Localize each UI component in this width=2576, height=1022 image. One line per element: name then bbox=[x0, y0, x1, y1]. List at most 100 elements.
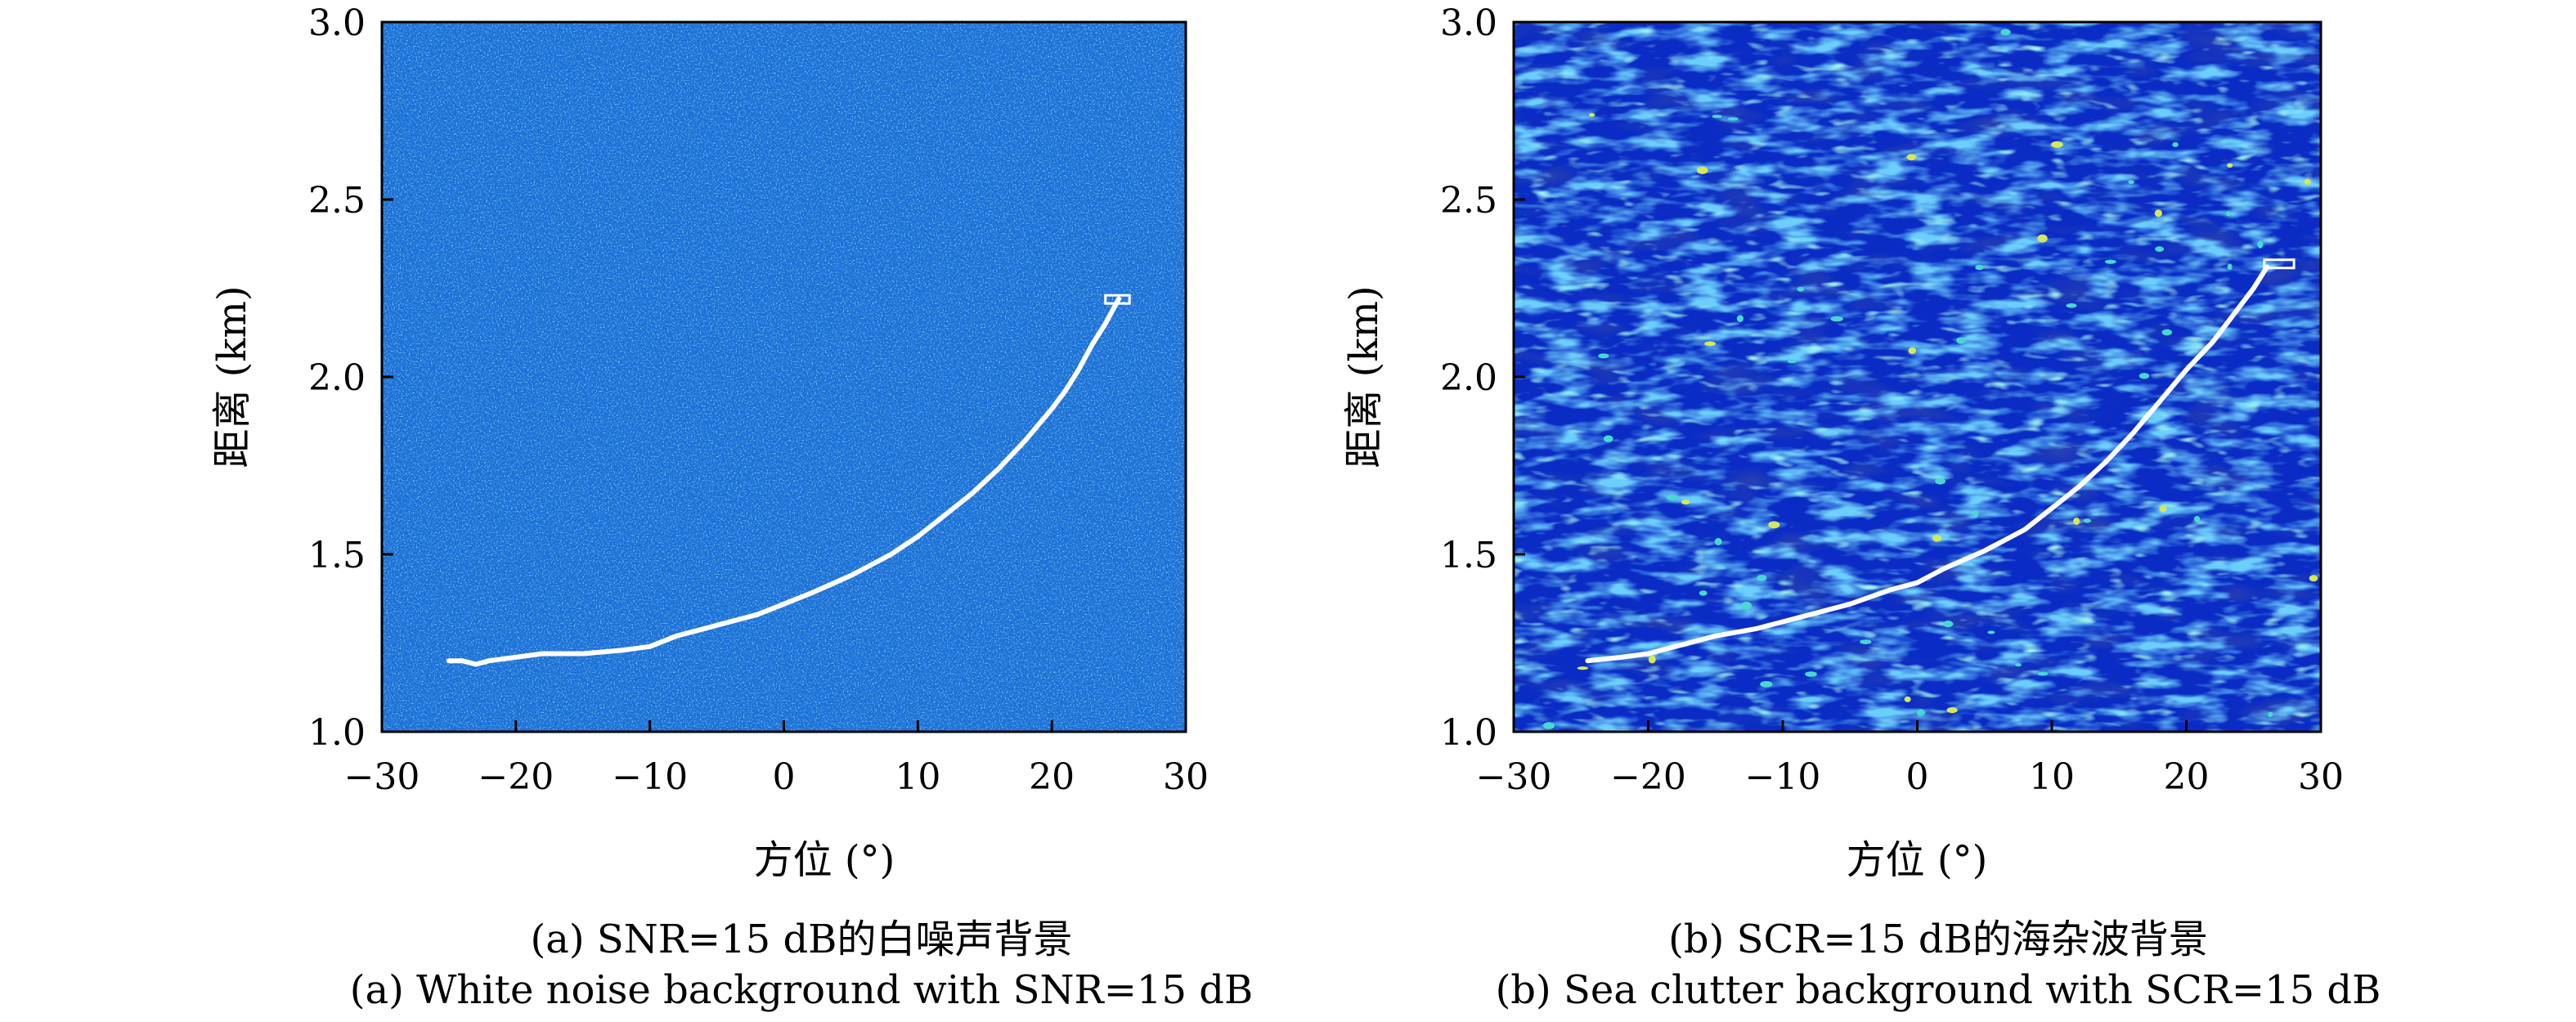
clutter-peak bbox=[1768, 521, 1780, 529]
clutter-peak bbox=[1598, 353, 1609, 359]
clutter-peak bbox=[2066, 303, 2077, 308]
clutter-peak bbox=[1712, 114, 1722, 119]
target-track-a bbox=[446, 296, 1122, 667]
axis-ticks-a: −30 −20 −10 0 10 20 30 1.0 1.5 2.0 2.5 3.0 bbox=[308, 2, 1209, 798]
sea-clutter-background bbox=[1514, 22, 2321, 732]
clutter-peak bbox=[1577, 666, 1589, 670]
x-axis-label-a: 方位 (°) bbox=[754, 837, 895, 883]
clutter-peak bbox=[1860, 639, 1872, 644]
y-axis-label-b: 距离 (km) bbox=[1341, 285, 1387, 468]
y-tick-label: 1.5 bbox=[1440, 535, 1497, 576]
caption-b-en: (b) Sea clutter background with SCR=15 d… bbox=[1495, 967, 2381, 1013]
clutter-peak bbox=[1757, 575, 1767, 581]
target-box-b bbox=[2263, 258, 2296, 270]
axis-ticks-b: −30 −20 −10 0 10 20 30 1.0 1.5 2.0 2.5 3.0 bbox=[1440, 2, 2344, 798]
y-tick-label: 2.5 bbox=[308, 180, 366, 222]
clutter-peak bbox=[1797, 286, 1805, 292]
y-tick-label: 3.0 bbox=[308, 2, 366, 44]
clutter-peak bbox=[2225, 211, 2232, 217]
y-tick-label: 2.0 bbox=[308, 357, 366, 399]
clutter-peak bbox=[1543, 722, 1555, 729]
chart-panel-b: −30 −20 −10 0 10 20 30 1.0 1.5 2.0 2.5 3.0 方位 (°) 距… bbox=[1341, 2, 2344, 883]
y-axis-label-a: 距离 (km) bbox=[209, 285, 255, 468]
x-tick-label: −20 bbox=[478, 756, 554, 798]
clutter-peak bbox=[2073, 518, 2080, 525]
clutter-peak bbox=[1681, 500, 1690, 505]
clutter-peak bbox=[1648, 655, 1656, 664]
x-axis-label-b: 方位 (°) bbox=[1847, 837, 1988, 883]
x-tick-label: 20 bbox=[1029, 756, 1075, 798]
clutter-peak bbox=[1908, 347, 1917, 354]
clutter-peak bbox=[1972, 509, 1979, 518]
clutter-peak bbox=[1906, 154, 1917, 161]
clutter-peak bbox=[1714, 538, 1722, 545]
clutter-peak bbox=[2227, 163, 2233, 168]
y-tick-label: 1.5 bbox=[308, 535, 366, 576]
x-tick-label: 10 bbox=[895, 756, 940, 798]
clutter-peak bbox=[2138, 373, 2150, 379]
clutter-peak bbox=[2051, 141, 2063, 148]
x-tick-label: 20 bbox=[2164, 756, 2210, 798]
y-tick-label: 3.0 bbox=[1440, 2, 1497, 44]
x-tick-label: 30 bbox=[2298, 756, 2344, 798]
clutter-peak bbox=[2172, 141, 2179, 147]
caption-a-en: (a) White noise background with SNR=15 d… bbox=[349, 967, 1254, 1013]
clutter-peak bbox=[1604, 435, 1613, 442]
x-tick-label: 30 bbox=[1163, 756, 1209, 798]
x-tick-label: 10 bbox=[2029, 756, 2075, 798]
caption-b-zh: (b) SCR=15 dB的海杂波背景 bbox=[1668, 917, 2208, 962]
caption-a: (a) SNR=15 dB的白噪声背景 (a) White noise back… bbox=[311, 914, 1292, 1015]
clutter-peak bbox=[1696, 166, 1708, 174]
clutter-peak bbox=[1805, 671, 1817, 677]
clutter-peak bbox=[2037, 234, 2048, 243]
clutter-peak bbox=[1830, 316, 1843, 322]
target-track-b bbox=[1585, 264, 2270, 664]
y-tick-label: 1.0 bbox=[308, 712, 366, 754]
caption-a-zh: (a) SNR=15 dB的白噪声背景 bbox=[530, 917, 1073, 962]
clutter-peak bbox=[2015, 663, 2022, 667]
clutter-peak bbox=[1932, 535, 1942, 542]
x-tick-label: 0 bbox=[773, 756, 796, 798]
y-tick-label: 1.0 bbox=[1440, 712, 1497, 754]
clutter-peak bbox=[1975, 264, 1984, 271]
clutter-peak bbox=[2154, 209, 2162, 217]
clutter-peak bbox=[2227, 263, 2233, 271]
clutter-peak bbox=[1589, 113, 1595, 118]
clutter-peak bbox=[1946, 707, 1958, 714]
clutter-peak bbox=[2257, 240, 2264, 249]
clutter-peak bbox=[2128, 180, 2134, 184]
clutter-peak bbox=[2268, 711, 2273, 718]
clutter-peak bbox=[1736, 315, 1744, 322]
clutter-peak bbox=[1704, 341, 1717, 347]
chart-panel-a: −30 −20 −10 0 10 20 30 1.0 1.5 2.0 2.5 3.0 方位 (°) 距… bbox=[209, 2, 1209, 883]
x-tick-label: −30 bbox=[1476, 756, 1552, 798]
x-tick-label: −20 bbox=[1610, 756, 1686, 798]
clutter-peak bbox=[2309, 575, 2318, 582]
x-tick-label: 0 bbox=[1906, 756, 1929, 798]
white-noise-background bbox=[382, 22, 1186, 732]
clutter-peak bbox=[1935, 477, 1946, 485]
clutter-peak bbox=[1943, 621, 1954, 628]
clutter-peak bbox=[2159, 504, 2167, 513]
clutter-peak bbox=[2161, 329, 2172, 336]
clutter-peak bbox=[1904, 696, 1911, 702]
x-tick-label: −10 bbox=[612, 756, 688, 798]
x-tick-label: −10 bbox=[1745, 756, 1821, 798]
clutter-peak bbox=[1727, 117, 1739, 121]
clutter-peak bbox=[1666, 495, 1679, 500]
clutter-peak bbox=[2083, 518, 2091, 523]
x-tick-label: −30 bbox=[344, 756, 420, 798]
clutter-peak bbox=[2000, 29, 2011, 36]
clutter-peak bbox=[1956, 337, 1966, 344]
clutter-peak bbox=[1699, 590, 1708, 596]
clutter-peak bbox=[1760, 681, 1773, 688]
y-tick-label: 2.0 bbox=[1440, 357, 1497, 399]
clutter-peak bbox=[1987, 630, 1995, 634]
clutter-peak bbox=[2304, 178, 2311, 186]
y-tick-label: 2.5 bbox=[1440, 180, 1497, 222]
clutter-peak bbox=[1787, 359, 1797, 364]
clutter-peak bbox=[1916, 709, 1926, 716]
clutter-peak bbox=[1740, 601, 1752, 610]
clutter-peak bbox=[2037, 671, 2049, 676]
